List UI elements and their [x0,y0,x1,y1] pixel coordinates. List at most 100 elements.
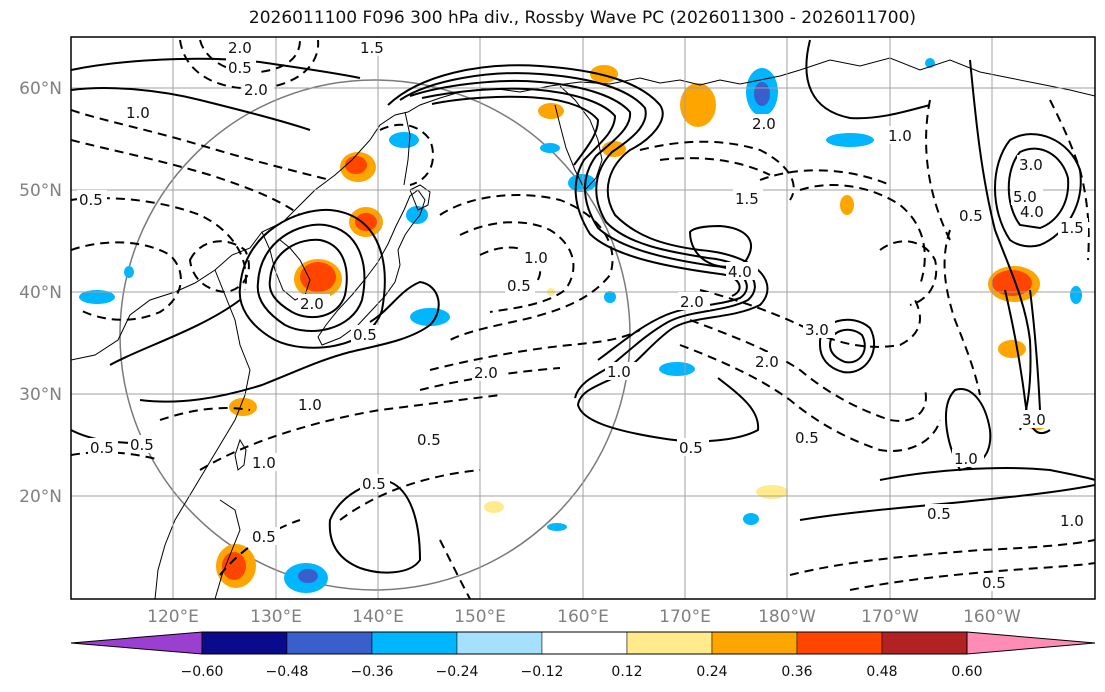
shade-patch [754,82,770,106]
shade-patch [406,206,428,224]
colorbar-extend-high [966,631,1096,655]
shade-patch [538,103,564,119]
contour-line [379,123,435,186]
contour-labels: 2.0 1.5 0.5 1.0 0.5 2.0 2.0 0.5 1.0 0.5 … [77,38,1090,592]
colorbar-tick-label: −0.60 [181,664,224,680]
shade-patch [389,132,419,148]
contour-line [1049,99,1090,261]
contour-line [799,484,1095,521]
colorbar-segment [626,631,713,655]
contour-label: 0.5 [507,277,531,295]
colorbar-segment [456,631,543,655]
shade-patch [410,308,450,326]
contour-line [925,99,951,241]
contour-label: 3.0 [805,321,829,339]
colorbar-extend-low [70,631,203,655]
contour-label: 3.0 [1022,411,1046,429]
coastline-china-east [154,269,251,599]
colorbar-segment [881,631,968,655]
contour-label: 5.0 [1013,188,1037,206]
lon-label: 170°E [659,607,711,627]
contour-label: 0.5 [353,326,377,344]
contour-label: 0.5 [679,439,703,457]
contour-line [159,407,251,421]
lat-label: 60°N [19,79,62,99]
contour-label: 0.5 [90,439,114,457]
contour-line [459,221,575,313]
contour-line [71,241,182,321]
coastline-sakhalin [403,111,411,186]
lon-label: 160°E [557,607,609,627]
shade-patch [826,133,874,147]
contour-label: 0.5 [362,475,386,493]
coastline-aleutians [639,69,801,86]
colorbar-tick-label: −0.36 [351,664,394,680]
contour-line [238,208,386,349]
contour-label: 1.0 [954,450,978,468]
shade-patch [840,195,854,215]
contour-label: 1.0 [126,104,150,122]
colorbar-segment [201,631,288,655]
graticule [71,37,1095,599]
contour-line [387,64,769,443]
contour-line [399,72,756,399]
shade-patch [680,83,716,127]
colorbar-tick-label: 0.60 [951,664,982,680]
colorbar-segment [541,631,628,655]
contour-label: 1.0 [607,363,631,381]
lon-label: 180°W [758,607,816,627]
contour-line [71,87,311,131]
shade-patch [229,398,257,416]
shade-patch [298,569,318,583]
contour-line [199,39,301,74]
contour-label: 2.0 [755,353,779,371]
colorbar-tick-label: −0.12 [521,664,564,680]
contour-line [479,246,542,291]
contour-line [71,197,247,291]
contour-line [789,539,1095,576]
lat-label: 20°N [19,487,62,507]
contour-line [944,388,992,472]
latitude-labels: 60°N 50°N 40°N 30°N 20°N [19,79,62,507]
shade-patch [659,362,695,376]
shade-patch [345,156,367,174]
colorbar-tick-label: 0.12 [611,664,642,680]
shade-patch [590,65,618,83]
coastline-alaska [799,57,1095,97]
contour-label: 0.5 [959,207,983,225]
contour-line [828,328,866,364]
contour-line [199,394,501,471]
contour-line [109,299,241,366]
contour-line [256,223,366,332]
contour-line [268,238,348,319]
lon-label: 150°E [454,607,506,627]
contour-label: 0.5 [927,505,951,523]
contour-line [849,562,1095,591]
lon-label: 130°E [250,607,302,627]
contour-label: 1.5 [1060,219,1084,237]
plot-area: 2.0 1.5 0.5 1.0 0.5 2.0 2.0 0.5 1.0 0.5 … [71,37,1095,599]
shade-patch [992,270,1032,296]
contour-label: 0.5 [252,528,276,546]
contour-line [805,39,931,120]
contour-label: 0.5 [79,191,103,209]
contour-label: 0.5 [982,574,1006,592]
lat-label: 30°N [19,385,62,405]
contour-label: 2.0 [474,364,498,382]
shade-patch [1070,286,1082,304]
contour-line [759,169,891,186]
contour-line [421,87,741,297]
contour-line [639,140,795,201]
coastline-kamchatka [554,85,603,191]
map-title: 2026011100 F096 300 hPa div., Rossby Wav… [248,8,917,28]
contour-line [339,469,481,521]
contour-label: 2.0 [244,81,268,99]
contour-line [879,240,938,306]
contour-label: 4.0 [1020,203,1044,221]
lon-label: 120°E [147,607,199,627]
contour-label: 0.5 [417,431,441,449]
colorbar-tick-label: −0.48 [266,664,309,680]
shade-patch [998,340,1026,358]
contour-label: 1.0 [252,454,276,472]
